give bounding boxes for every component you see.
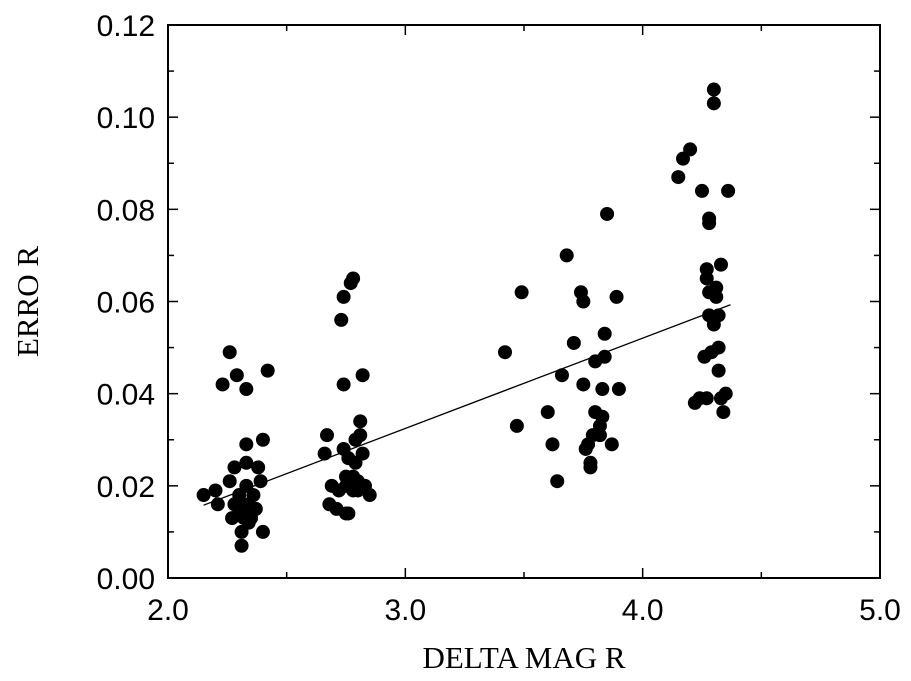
data-point xyxy=(353,428,368,443)
data-point xyxy=(695,183,709,198)
y-tick-label: 0.06 xyxy=(97,287,155,320)
data-point xyxy=(227,460,242,475)
fit-line-layer xyxy=(203,304,731,506)
data-point xyxy=(514,285,529,300)
tick-marks xyxy=(167,24,881,579)
data-point xyxy=(334,312,349,327)
data-point xyxy=(554,368,569,383)
data-point xyxy=(566,335,581,350)
data-point xyxy=(713,257,728,272)
data-points xyxy=(196,82,736,553)
y-tick-label: 0.08 xyxy=(97,194,155,227)
data-point xyxy=(251,460,266,475)
data-point xyxy=(597,349,612,364)
data-point xyxy=(583,455,598,470)
data-point xyxy=(355,446,370,461)
data-point xyxy=(576,377,591,392)
data-point xyxy=(600,206,615,221)
x-tick-label: 4.0 xyxy=(622,594,664,627)
data-point xyxy=(222,345,237,360)
data-point xyxy=(595,409,610,424)
data-point xyxy=(576,294,591,309)
y-tick-label: 0.04 xyxy=(97,379,155,412)
data-point xyxy=(702,216,717,231)
y-tick-label: 0.00 xyxy=(97,563,155,596)
x-axis-title: DELTA MAG R xyxy=(422,640,625,675)
data-point xyxy=(362,488,377,503)
data-point xyxy=(550,474,565,489)
tick-labels: 2.0 3.0 4.0 5.0 0.00 0.02 0.04 0.06 0.08 0.10 0.12 xyxy=(97,10,901,627)
data-point xyxy=(718,386,733,401)
data-point xyxy=(353,414,368,429)
data-point xyxy=(210,497,225,512)
data-point xyxy=(540,405,555,420)
data-point xyxy=(609,289,624,304)
y-tick-label: 0.12 xyxy=(97,10,155,43)
data-point xyxy=(346,271,361,286)
data-point xyxy=(671,170,686,185)
data-point xyxy=(239,382,254,397)
data-point xyxy=(498,345,513,360)
data-point xyxy=(239,455,254,470)
y-tick-label: 0.10 xyxy=(97,102,155,135)
data-point xyxy=(196,488,211,503)
data-point xyxy=(229,368,244,383)
data-point xyxy=(208,483,223,498)
x-tick-label: 5.0 xyxy=(859,594,901,627)
data-point xyxy=(320,428,335,443)
data-point xyxy=(545,437,560,452)
data-point xyxy=(246,488,261,503)
data-point xyxy=(336,289,351,304)
x-tick-label: 2.0 xyxy=(147,594,189,627)
data-point xyxy=(709,280,724,295)
data-point xyxy=(721,183,736,198)
data-point xyxy=(215,377,230,392)
data-point xyxy=(592,428,607,443)
data-point xyxy=(683,142,698,157)
fit-line xyxy=(203,304,731,506)
data-point xyxy=(253,474,268,489)
data-point xyxy=(509,418,524,433)
data-point xyxy=(559,248,574,263)
data-point xyxy=(234,538,249,553)
data-point xyxy=(239,437,254,452)
data-point xyxy=(255,432,270,447)
data-point xyxy=(248,501,263,516)
data-point xyxy=(222,474,237,489)
data-point xyxy=(260,363,275,378)
x-tick-label: 3.0 xyxy=(384,594,426,627)
data-point xyxy=(255,524,270,539)
data-point xyxy=(699,391,714,406)
data-point xyxy=(711,363,726,378)
data-point xyxy=(604,437,619,452)
data-point xyxy=(706,82,721,97)
data-point xyxy=(595,382,610,397)
data-point xyxy=(706,96,721,111)
data-point xyxy=(711,340,726,355)
data-point xyxy=(611,382,626,397)
data-point xyxy=(341,506,356,521)
data-point xyxy=(317,446,332,461)
data-point xyxy=(597,326,612,341)
data-point xyxy=(336,377,351,392)
y-tick-label: 0.02 xyxy=(97,471,155,504)
data-point xyxy=(355,368,370,383)
plot-area-frame xyxy=(167,24,881,579)
data-point xyxy=(716,405,731,420)
y-axis-title: ERRO R xyxy=(10,246,45,357)
data-point xyxy=(711,308,726,323)
data-point xyxy=(699,262,714,277)
